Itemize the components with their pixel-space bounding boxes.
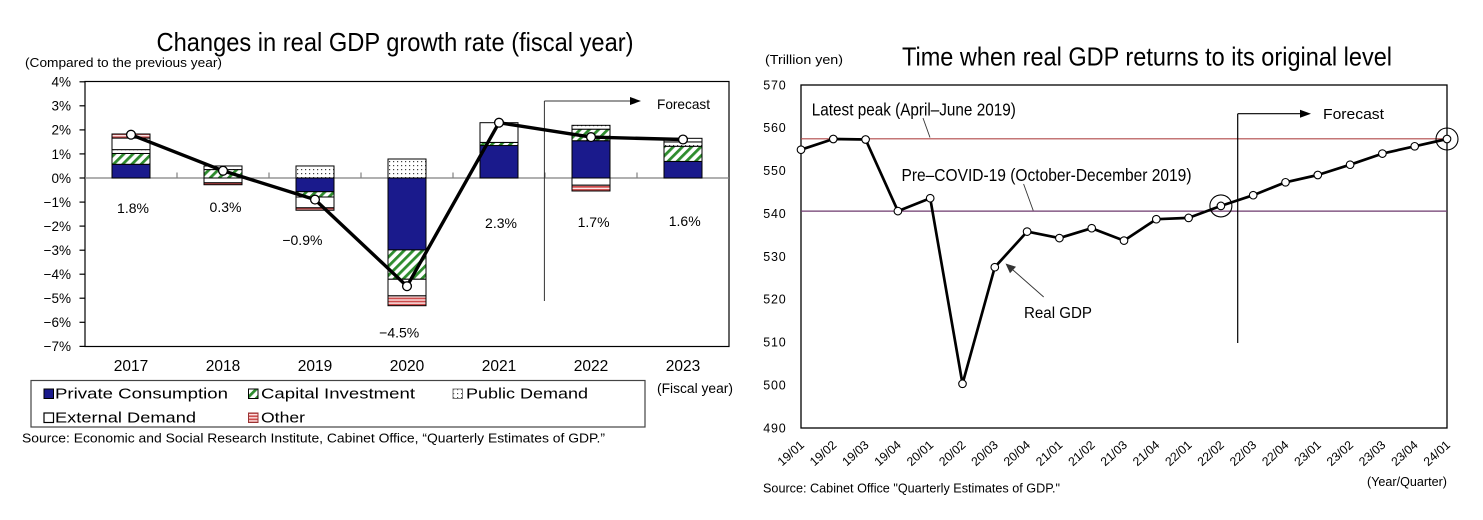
svg-text:19/04: 19/04 xyxy=(872,438,904,469)
svg-text:−1%: −1% xyxy=(44,195,71,210)
svg-text:20/03: 20/03 xyxy=(969,438,1001,469)
svg-text:22/04: 22/04 xyxy=(1259,438,1291,469)
svg-text:−4%: −4% xyxy=(44,267,71,282)
svg-text:(Year/Quarter): (Year/Quarter) xyxy=(1367,475,1447,489)
svg-text:Public Demand: Public Demand xyxy=(466,386,588,402)
svg-text:−3%: −3% xyxy=(44,243,71,258)
svg-text:2%: 2% xyxy=(51,123,71,138)
svg-text:23/02: 23/02 xyxy=(1324,438,1356,469)
svg-text:Source: Cabinet Office "Quarte: Source: Cabinet Office "Quarterly Estima… xyxy=(763,482,1060,496)
svg-text:22/02: 22/02 xyxy=(1195,438,1227,469)
svg-text:−0.9%: −0.9% xyxy=(282,232,322,248)
svg-text:2017: 2017 xyxy=(114,358,148,375)
svg-text:20/04: 20/04 xyxy=(1001,438,1033,469)
svg-text:(Fiscal year): (Fiscal year) xyxy=(657,381,733,396)
svg-text:(Compared to the previous year: (Compared to the previous year) xyxy=(25,55,222,70)
svg-text:(Trillion yen): (Trillion yen) xyxy=(765,53,843,67)
svg-text:20/01: 20/01 xyxy=(904,438,936,469)
svg-text:490: 490 xyxy=(763,421,786,435)
svg-text:540: 540 xyxy=(763,207,786,221)
svg-text:510: 510 xyxy=(763,336,786,350)
svg-text:Forecast: Forecast xyxy=(1323,106,1385,123)
svg-text:−5%: −5% xyxy=(44,291,71,306)
svg-text:22/03: 22/03 xyxy=(1227,438,1259,469)
svg-text:−4.5%: −4.5% xyxy=(379,325,419,341)
svg-text:Time when real GDP returns to: Time when real GDP returns to its origin… xyxy=(902,42,1392,72)
svg-text:21/04: 21/04 xyxy=(1130,438,1162,469)
svg-text:External Demand: External Demand xyxy=(55,411,196,427)
svg-text:1.7%: 1.7% xyxy=(578,214,610,230)
svg-text:2018: 2018 xyxy=(206,358,240,375)
svg-text:23/04: 23/04 xyxy=(1388,438,1420,469)
svg-text:3%: 3% xyxy=(51,99,71,114)
svg-text:−7%: −7% xyxy=(44,339,71,354)
svg-text:Changes in real GDP growth rat: Changes in real GDP growth rate (fiscal … xyxy=(157,27,634,57)
svg-text:0.3%: 0.3% xyxy=(210,199,242,215)
svg-text:−2%: −2% xyxy=(44,219,71,234)
svg-text:19/03: 19/03 xyxy=(839,438,871,469)
svg-text:Capital Investment: Capital Investment xyxy=(261,386,415,402)
svg-text:Forecast: Forecast xyxy=(657,96,710,112)
svg-text:19/01: 19/01 xyxy=(775,438,807,469)
svg-text:2020: 2020 xyxy=(390,358,425,375)
svg-text:1.6%: 1.6% xyxy=(669,213,701,229)
svg-text:550: 550 xyxy=(763,164,786,178)
svg-text:1.8%: 1.8% xyxy=(117,200,149,216)
svg-text:570: 570 xyxy=(763,78,786,92)
svg-text:500: 500 xyxy=(763,378,786,392)
svg-text:2023: 2023 xyxy=(666,358,700,375)
svg-text:21/02: 21/02 xyxy=(1065,438,1097,469)
svg-text:22/01: 22/01 xyxy=(1162,438,1194,469)
svg-text:560: 560 xyxy=(763,121,786,135)
svg-text:530: 530 xyxy=(763,250,786,264)
svg-text:Private Consumption: Private Consumption xyxy=(55,386,228,402)
svg-text:1%: 1% xyxy=(51,147,71,162)
svg-text:20/02: 20/02 xyxy=(936,438,968,469)
svg-text:Pre–COVID-19 (October-December: Pre–COVID-19 (October-December 2019) xyxy=(902,165,1192,185)
svg-text:4%: 4% xyxy=(51,75,71,90)
svg-text:21/03: 21/03 xyxy=(1098,438,1130,469)
svg-text:−6%: −6% xyxy=(44,315,71,330)
svg-text:23/03: 23/03 xyxy=(1356,438,1388,469)
svg-text:Source: Economic and Social Re: Source: Economic and Social Research Ins… xyxy=(22,431,605,446)
svg-text:0%: 0% xyxy=(51,171,71,186)
svg-text:24/01: 24/01 xyxy=(1421,438,1453,469)
svg-text:2022: 2022 xyxy=(574,358,608,375)
svg-text:19/02: 19/02 xyxy=(807,438,839,469)
svg-text:Real GDP: Real GDP xyxy=(1024,305,1092,322)
svg-text:Latest peak (April–June 2019): Latest peak (April–June 2019) xyxy=(812,100,1016,120)
svg-text:21/01: 21/01 xyxy=(1033,438,1065,469)
svg-text:Other: Other xyxy=(261,411,305,427)
svg-text:2019: 2019 xyxy=(298,358,332,375)
svg-text:2021: 2021 xyxy=(482,358,516,375)
svg-text:520: 520 xyxy=(763,293,786,307)
svg-text:2.3%: 2.3% xyxy=(485,215,517,231)
svg-text:23/01: 23/01 xyxy=(1292,438,1324,469)
